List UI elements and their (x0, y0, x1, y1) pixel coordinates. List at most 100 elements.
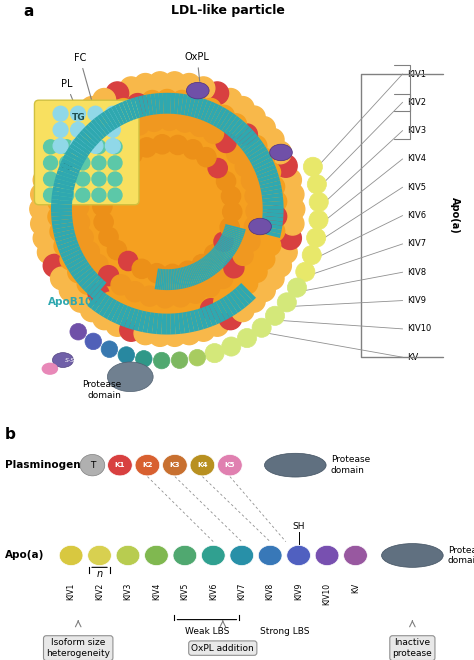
Circle shape (105, 106, 120, 121)
Polygon shape (81, 273, 99, 290)
Polygon shape (203, 256, 218, 274)
Text: Plasminogen: Plasminogen (5, 460, 81, 470)
Circle shape (206, 82, 228, 104)
Ellipse shape (344, 545, 367, 566)
Polygon shape (51, 195, 73, 201)
Circle shape (281, 183, 304, 206)
Circle shape (302, 246, 321, 265)
Ellipse shape (53, 352, 73, 368)
Circle shape (178, 73, 201, 96)
Text: PL: PL (61, 79, 86, 132)
Circle shape (105, 122, 120, 137)
Circle shape (235, 156, 255, 177)
Circle shape (68, 262, 89, 282)
Polygon shape (213, 247, 230, 261)
Circle shape (60, 140, 73, 154)
Polygon shape (171, 93, 175, 114)
Circle shape (120, 319, 143, 341)
Circle shape (246, 261, 267, 282)
Polygon shape (247, 146, 267, 160)
Polygon shape (143, 312, 151, 333)
Circle shape (37, 154, 60, 178)
Text: SH: SH (292, 521, 305, 531)
Circle shape (149, 323, 171, 346)
Circle shape (70, 182, 91, 201)
Polygon shape (54, 229, 75, 238)
Ellipse shape (163, 455, 187, 476)
Polygon shape (177, 268, 183, 289)
Circle shape (76, 188, 90, 202)
Text: Inactive
protease: Inactive protease (392, 638, 432, 658)
Circle shape (82, 153, 101, 173)
Circle shape (69, 197, 89, 217)
Polygon shape (129, 309, 139, 330)
Polygon shape (225, 224, 246, 231)
Circle shape (279, 227, 301, 249)
Polygon shape (51, 204, 72, 208)
Polygon shape (216, 243, 234, 257)
Circle shape (88, 106, 103, 121)
Circle shape (30, 198, 53, 220)
Polygon shape (220, 237, 239, 248)
Polygon shape (209, 251, 225, 267)
Circle shape (127, 94, 148, 114)
Circle shape (108, 188, 122, 202)
Polygon shape (261, 226, 282, 234)
Circle shape (118, 251, 138, 271)
Circle shape (183, 140, 202, 159)
Circle shape (88, 122, 103, 137)
Polygon shape (261, 184, 282, 192)
Polygon shape (85, 124, 102, 142)
Polygon shape (59, 162, 80, 174)
Ellipse shape (80, 455, 105, 476)
Polygon shape (194, 309, 203, 331)
Polygon shape (251, 153, 271, 166)
Circle shape (43, 254, 66, 277)
Circle shape (274, 154, 297, 178)
Ellipse shape (201, 545, 225, 566)
Ellipse shape (116, 545, 140, 566)
Polygon shape (100, 112, 115, 131)
Circle shape (76, 140, 90, 154)
Polygon shape (55, 174, 76, 183)
Polygon shape (260, 230, 281, 238)
Text: KIV10: KIV10 (323, 583, 331, 605)
Polygon shape (218, 241, 237, 253)
Polygon shape (205, 255, 219, 273)
Text: ApoB100: ApoB100 (47, 297, 100, 307)
Polygon shape (246, 143, 265, 158)
Text: b: b (5, 427, 16, 442)
Text: KIV1: KIV1 (67, 583, 75, 600)
Circle shape (81, 96, 103, 119)
Ellipse shape (42, 362, 58, 375)
Polygon shape (52, 191, 73, 197)
Polygon shape (78, 270, 96, 287)
Circle shape (31, 183, 54, 206)
Circle shape (307, 228, 326, 248)
Polygon shape (176, 269, 181, 289)
Polygon shape (60, 246, 81, 258)
Polygon shape (75, 267, 94, 284)
Circle shape (221, 187, 241, 206)
Circle shape (54, 236, 75, 256)
Circle shape (31, 213, 54, 235)
Circle shape (71, 139, 85, 153)
Circle shape (102, 129, 122, 150)
Polygon shape (165, 269, 167, 290)
Polygon shape (253, 157, 273, 170)
Polygon shape (232, 288, 249, 308)
Polygon shape (124, 308, 135, 329)
Circle shape (252, 318, 271, 337)
Text: Apo(a): Apo(a) (450, 197, 460, 234)
Polygon shape (51, 199, 72, 205)
Polygon shape (56, 236, 77, 246)
Circle shape (159, 110, 180, 131)
Polygon shape (263, 209, 283, 213)
Polygon shape (152, 313, 158, 334)
Polygon shape (238, 283, 256, 301)
Circle shape (178, 322, 201, 345)
Text: Strong LBS: Strong LBS (260, 627, 309, 636)
Ellipse shape (218, 455, 242, 476)
Polygon shape (206, 254, 221, 271)
Circle shape (81, 299, 103, 321)
